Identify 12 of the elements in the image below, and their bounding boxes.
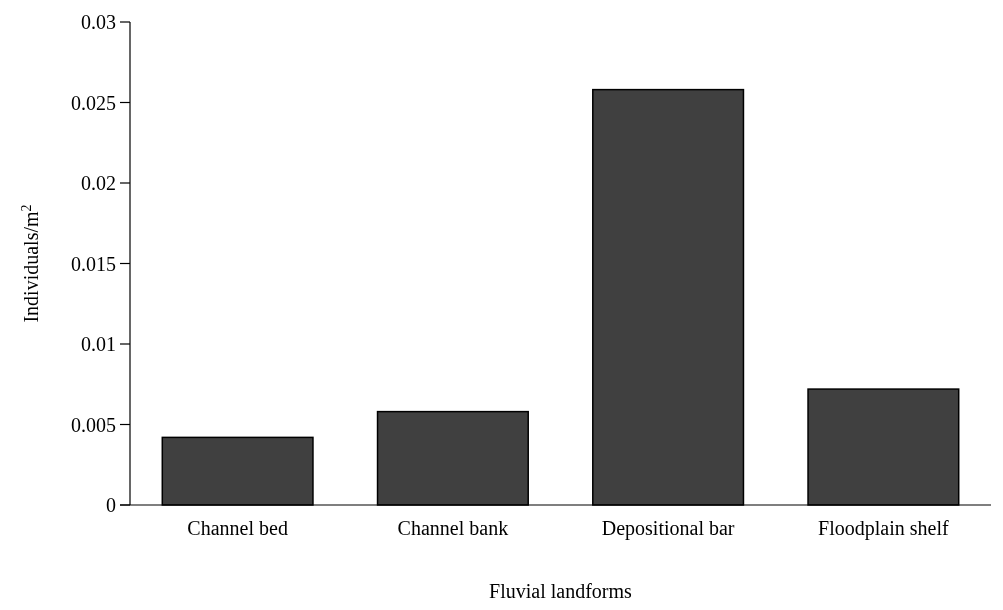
x-tick-label: Channel bank (397, 517, 509, 539)
x-tick-label: Floodplain shelf (818, 517, 949, 540)
y-tick-label: 0.03 (81, 11, 116, 33)
y-tick-label: 0.005 (71, 413, 116, 436)
x-axis-title: Fluvial landforms (489, 580, 633, 602)
x-tick-label: Channel bed (187, 517, 288, 539)
y-tick-label: 0.01 (81, 333, 116, 355)
y-tick-label: 0.015 (71, 252, 116, 275)
y-tick-label: 0.02 (81, 172, 116, 194)
x-tick-label: Depositional bar (601, 517, 735, 540)
y-tick-label: 0.025 (71, 91, 116, 114)
y-tick-label: 0 (106, 494, 116, 516)
